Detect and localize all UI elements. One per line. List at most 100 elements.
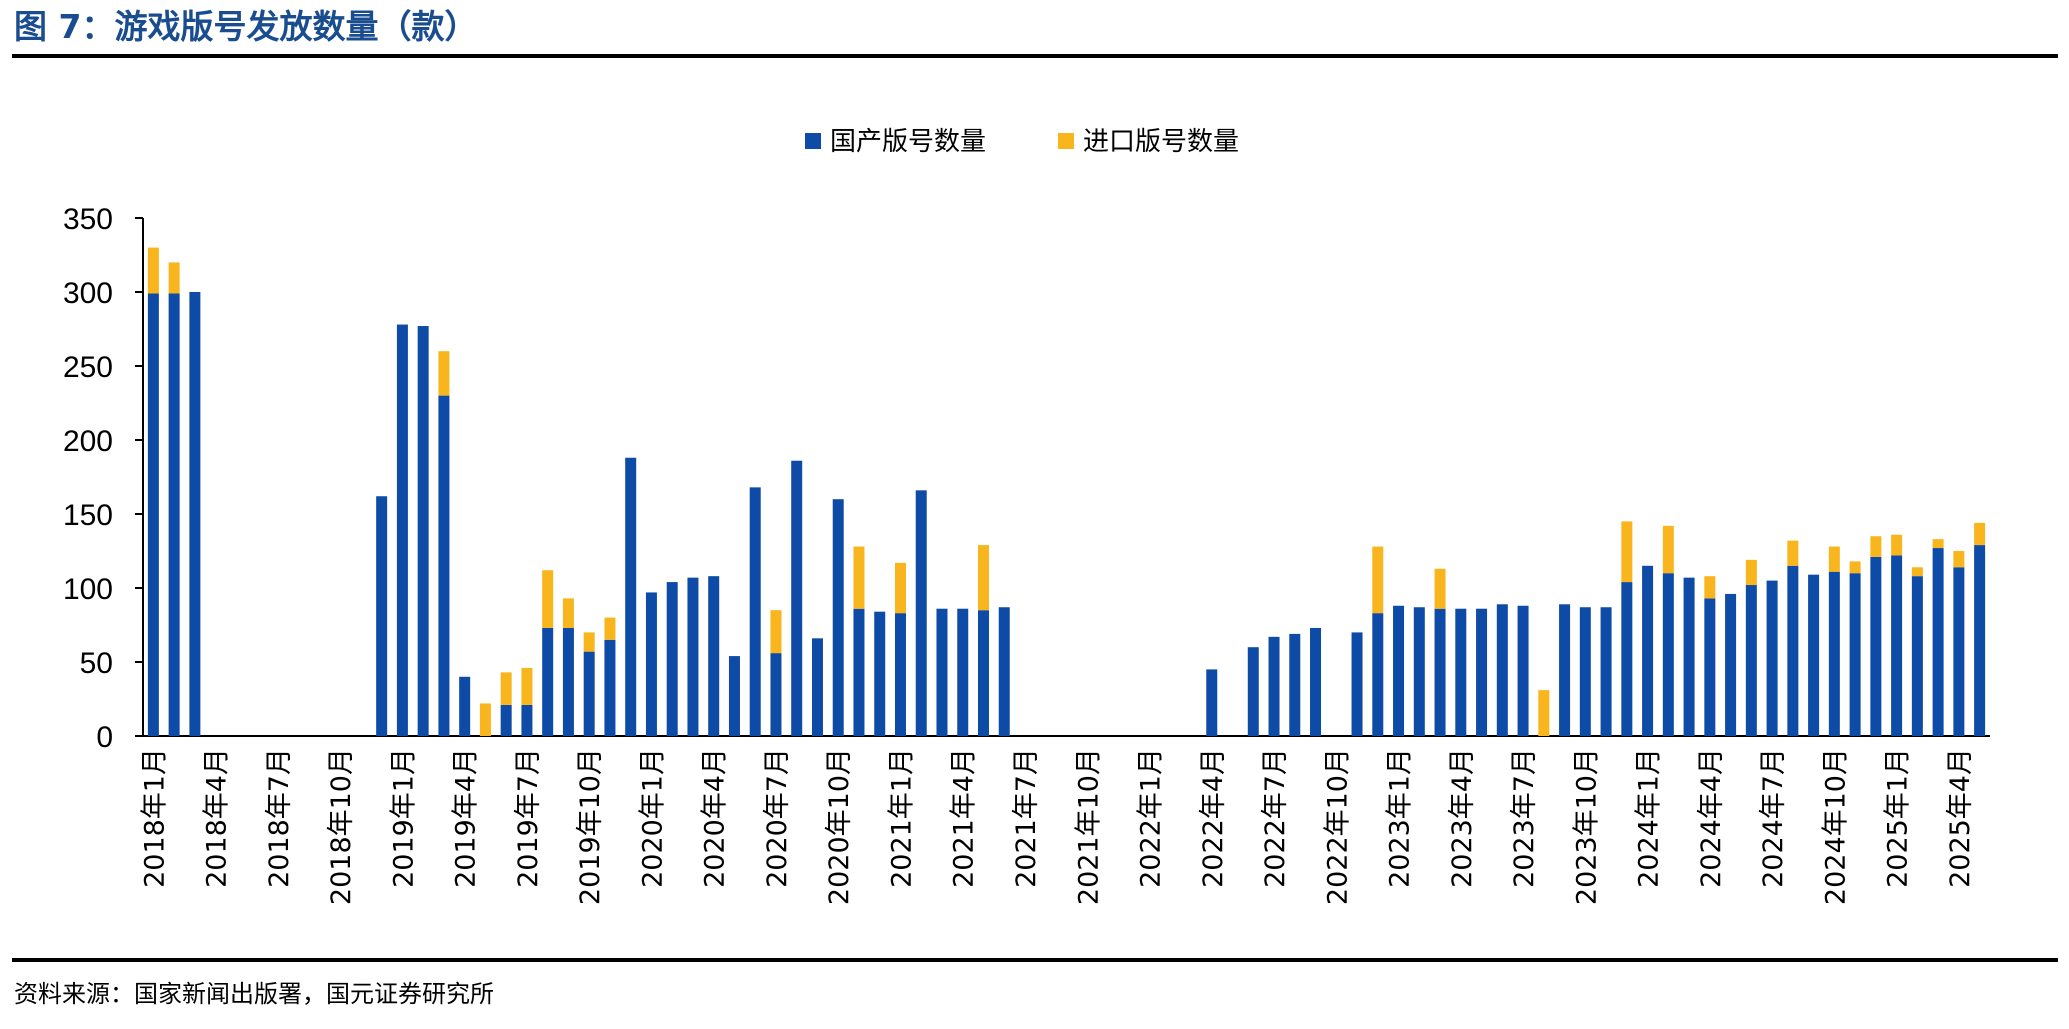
bar-domestic-2020-12 [874, 611, 886, 736]
bar-imported-2019-09 [562, 598, 574, 628]
bar-domestic-2023-01 [1393, 605, 1405, 736]
bar-imported-2024-12 [1870, 536, 1882, 557]
y-tick-label: 250 [63, 351, 113, 384]
bar-imported-2024-04 [1704, 576, 1716, 599]
top-rule [12, 54, 2058, 58]
x-tick-label: 2022年4月 [1198, 748, 1229, 888]
legend-swatch-1 [805, 133, 821, 149]
bar-domestic-2023-04 [1455, 608, 1467, 736]
bar-imported-2023-03 [1434, 568, 1446, 609]
bar-domestic-2019-11 [604, 639, 616, 736]
x-tick-label: 2021年1月 [886, 748, 917, 888]
bar-imported-2019-03 [438, 351, 450, 396]
x-tick-label: 2023年4月 [1447, 748, 1478, 888]
figure-title: 图 7：游戏版号发放数量（款） [14, 7, 478, 46]
x-tick-label: 2020年10月 [824, 748, 855, 905]
x-tick-label: 2018年10月 [326, 748, 357, 905]
bar-imported-2024-06 [1745, 559, 1757, 586]
bar-domestic-2025-05 [1974, 545, 1986, 736]
bar-imported-2020-07 [770, 610, 782, 654]
bar-domestic-2024-06 [1745, 585, 1757, 736]
x-tick-label: 2023年7月 [1509, 748, 1540, 888]
bar-imported-2019-08 [542, 570, 554, 628]
bar-domestic-2019-04 [459, 676, 471, 736]
bar-imported-2024-10 [1828, 546, 1840, 572]
bar-domestic-2022-04 [1206, 669, 1218, 736]
bar-domestic-2022-06 [1247, 647, 1259, 736]
y-tick-label: 150 [63, 499, 113, 532]
bar-domestic-2019-12 [625, 457, 637, 736]
bar-domestic-2020-09 [811, 638, 823, 736]
bar-domestic-2024-01 [1642, 565, 1654, 736]
bar-domestic-2019-07 [521, 704, 533, 736]
bar-domestic-2019-08 [542, 627, 554, 736]
x-tick-label: 2018年7月 [264, 748, 295, 888]
bar-domestic-2024-11 [1849, 573, 1861, 736]
x-tick-label: 2024年1月 [1634, 748, 1665, 888]
bar-imported-2018-01 [147, 247, 159, 294]
x-tick-label: 2019年7月 [513, 748, 544, 888]
bar-domestic-2024-08 [1787, 565, 1799, 736]
bar-imported-2025-03 [1932, 539, 1944, 549]
bar-domestic-2024-09 [1808, 574, 1820, 736]
x-tick-label: 2019年10月 [575, 748, 606, 905]
bar-domestic-2021-02 [915, 490, 927, 736]
bar-domestic-2024-10 [1828, 571, 1840, 736]
x-tick-label: 2018年1月 [139, 748, 170, 888]
bar-domestic-2023-12 [1621, 582, 1633, 736]
bar-domestic-2020-10 [832, 499, 844, 736]
bar-domestic-2022-08 [1289, 633, 1301, 736]
y-tick-label: 0 [96, 721, 113, 754]
bar-domestic-2022-12 [1372, 613, 1384, 736]
bar-imported-2025-01 [1891, 534, 1903, 556]
bar-domestic-2020-07 [770, 653, 782, 736]
bar-domestic-2021-05 [977, 610, 989, 736]
bar-domestic-2021-01 [894, 613, 906, 736]
bar-domestic-2023-05 [1476, 608, 1488, 736]
bar-domestic-2023-10 [1579, 607, 1591, 736]
bar-domestic-2020-04 [708, 576, 720, 736]
bar-domestic-2022-09 [1310, 627, 1322, 736]
bar-imported-2021-01 [894, 562, 906, 614]
bar-domestic-2019-02 [417, 326, 429, 736]
bar-domestic-2023-11 [1600, 607, 1612, 736]
bar-domestic-2022-11 [1351, 632, 1363, 736]
bar-domestic-2025-03 [1932, 548, 1944, 736]
bar-chart: 国产版号数量 进口版号数量 0 50 100 150 200 250 300 350 2018年… [63, 127, 1990, 905]
x-tick-label: 2020年7月 [762, 748, 793, 888]
bar-imported-2019-05 [479, 703, 491, 736]
bar-domestic-2021-06 [998, 607, 1010, 736]
bar-domestic-2019-01 [396, 324, 408, 736]
bar-imported-2024-08 [1787, 540, 1799, 566]
x-tick-label: 2022年10月 [1322, 748, 1353, 905]
bar-domestic-2018-03 [189, 292, 201, 736]
bar-domestic-2023-03 [1434, 608, 1446, 736]
bar-domestic-2024-07 [1766, 580, 1778, 736]
bar-domestic-2020-05 [728, 656, 740, 736]
x-tick-label: 2023年1月 [1385, 748, 1416, 888]
x-tick-label: 2021年7月 [1011, 748, 1042, 888]
bar-imported-2019-06 [500, 672, 512, 705]
bar-domestic-2025-01 [1891, 555, 1903, 736]
bar-domestic-2023-09 [1559, 604, 1571, 736]
bar-domestic-2024-12 [1870, 556, 1882, 736]
legend-label-2: 进口版号数量 [1083, 127, 1239, 157]
bar-domestic-2018-12 [376, 496, 388, 736]
x-tick-label: 2019年4月 [451, 748, 482, 888]
bar-domestic-2023-07 [1517, 605, 1529, 736]
y-tick-label: 50 [80, 647, 113, 680]
bar-domestic-2021-03 [936, 608, 948, 736]
bar-domestic-2022-07 [1268, 636, 1280, 736]
bar-domestic-2020-02 [666, 582, 678, 736]
x-tick-label: 2025年4月 [1945, 748, 1976, 888]
x-tick-label: 2018年4月 [202, 748, 233, 888]
legend-label-1: 国产版号数量 [830, 127, 986, 157]
x-tick-label: 2020年4月 [700, 748, 731, 888]
bar-domestic-2025-04 [1953, 567, 1965, 736]
bar-domestic-2024-02 [1662, 573, 1674, 736]
bar-domestic-2024-05 [1725, 593, 1737, 736]
bar-imported-2023-08 [1538, 690, 1550, 736]
x-tick-label: 2022年7月 [1260, 748, 1291, 888]
y-tick-label: 200 [63, 425, 113, 458]
legend: 国产版号数量 进口版号数量 [805, 127, 1239, 157]
